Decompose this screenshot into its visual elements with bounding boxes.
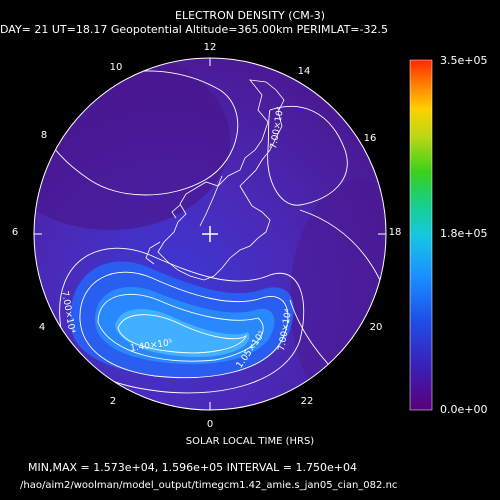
colorbar-mid-label: 1.8e+05: [440, 227, 488, 240]
coastline: [145, 69, 313, 281]
hour-label-6: 6: [11, 227, 19, 238]
hour-label-2: 2: [109, 396, 117, 407]
colorbar-max-label: 3.5e+05: [440, 54, 488, 67]
pole-marker: [202, 226, 218, 242]
hour-label-16: 16: [363, 133, 377, 144]
stats-readout: MIN,MAX = 1.573e+04, 1.596e+05 INTERVAL …: [28, 461, 357, 474]
file-path: /hao/aim2/woolman/model_output/timegcm1.…: [20, 480, 398, 491]
colorbar-min-label: 0.0e+00: [440, 403, 488, 416]
x-axis-label: SOLAR LOCAL TIME (HRS): [185, 436, 315, 447]
hour-label-20: 20: [369, 322, 383, 333]
hour-label-10: 10: [109, 62, 123, 73]
hour-label-18: 18: [388, 227, 402, 238]
hour-ticks: [34, 58, 386, 410]
plot-subtitle: DAY= 21 UT=18.17 Geopotential Altitude=3…: [0, 23, 388, 36]
hour-label-14: 14: [297, 66, 311, 77]
hour-label-0: 0: [206, 419, 214, 430]
plot-title: ELECTRON DENSITY (CM-3): [175, 9, 325, 22]
hour-label-8: 8: [40, 130, 48, 141]
hour-label-12: 12: [203, 42, 217, 53]
colorbar: [409, 59, 433, 411]
hour-label-4: 4: [38, 322, 46, 333]
contour-lines: [39, 70, 381, 394]
hour-label-22: 22: [300, 396, 314, 407]
